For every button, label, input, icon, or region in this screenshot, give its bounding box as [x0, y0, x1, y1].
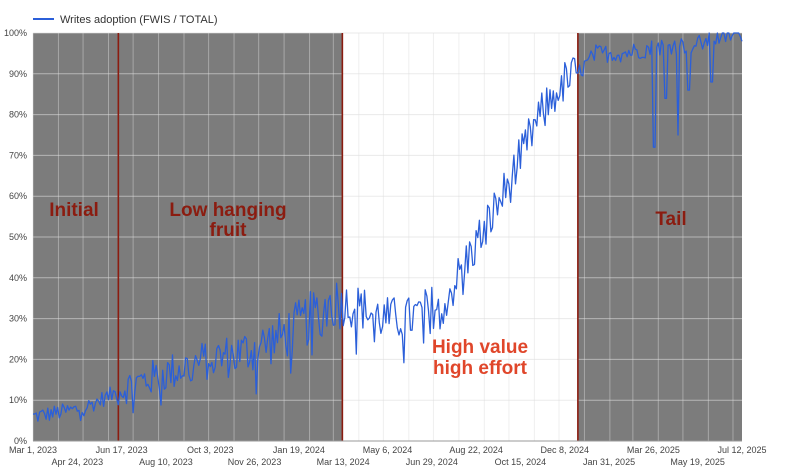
y-tick-label: 10%	[9, 395, 27, 405]
x-tick-label-lower: May 19, 2025	[670, 457, 725, 467]
x-tick-label-lower: Oct 15, 2024	[495, 457, 547, 467]
grid-layer	[32, 32, 742, 442]
series-line	[32, 32, 743, 422]
y-tick-label: 80%	[9, 110, 27, 120]
x-tick-label-upper: Jan 19, 2024	[273, 445, 325, 455]
x-tick-label-upper: Dec 8, 2024	[540, 445, 589, 455]
y-tick-label: 90%	[9, 69, 27, 79]
x-tick-label-lower: Jun 29, 2024	[406, 457, 458, 467]
region-label-4: Tail	[655, 209, 686, 230]
y-tick-label: 70%	[9, 150, 27, 160]
region-label-1: Initial	[49, 200, 99, 221]
legend[interactable]: Writes adoption (FWIS / TOTAL)	[33, 14, 218, 26]
x-tick-label-upper: Jun 17, 2023	[96, 445, 148, 455]
x-tick-label-upper: Mar 26, 2025	[627, 445, 680, 455]
region-label-3: High value	[432, 337, 528, 358]
x-tick-label-lower: Aug 10, 2023	[139, 457, 193, 467]
y-tick-label: 0%	[14, 436, 27, 446]
region-label-2: fruit	[210, 220, 248, 241]
y-tick-label: 40%	[9, 273, 27, 283]
x-tick-label-upper: Oct 3, 2023	[187, 445, 234, 455]
legend-label: Writes adoption (FWIS / TOTAL)	[60, 14, 218, 26]
x-tick-label-lower: Nov 26, 2023	[228, 457, 282, 467]
y-tick-label: 20%	[9, 354, 27, 364]
x-tick-label-upper: Mar 1, 2023	[9, 445, 57, 455]
y-tick-label: 30%	[9, 314, 27, 324]
x-tick-label-upper: May 6, 2024	[363, 445, 413, 455]
x-tick-label-lower: Apr 24, 2023	[52, 457, 104, 467]
axis-layer: 0% 10% 20% 30% 40% 50% 60% 70% 80% 90% 100% Mar 1, …	[4, 28, 767, 467]
series-layer	[32, 32, 743, 422]
x-tick-label-upper: Aug 22, 2024	[449, 445, 503, 455]
y-tick-label: 60%	[9, 191, 27, 201]
region-label-2: Low hanging	[169, 200, 286, 221]
region-label-3: high effort	[433, 358, 528, 379]
x-tick-label-lower: Mar 13, 2024	[317, 457, 370, 467]
x-tick-label-upper: Jul 12, 2025	[717, 445, 766, 455]
y-tick-label: 50%	[9, 232, 27, 242]
x-tick-label-lower: Jan 31, 2025	[583, 457, 635, 467]
boundary-layer	[117, 33, 579, 441]
y-tick-label: 100%	[4, 28, 27, 38]
